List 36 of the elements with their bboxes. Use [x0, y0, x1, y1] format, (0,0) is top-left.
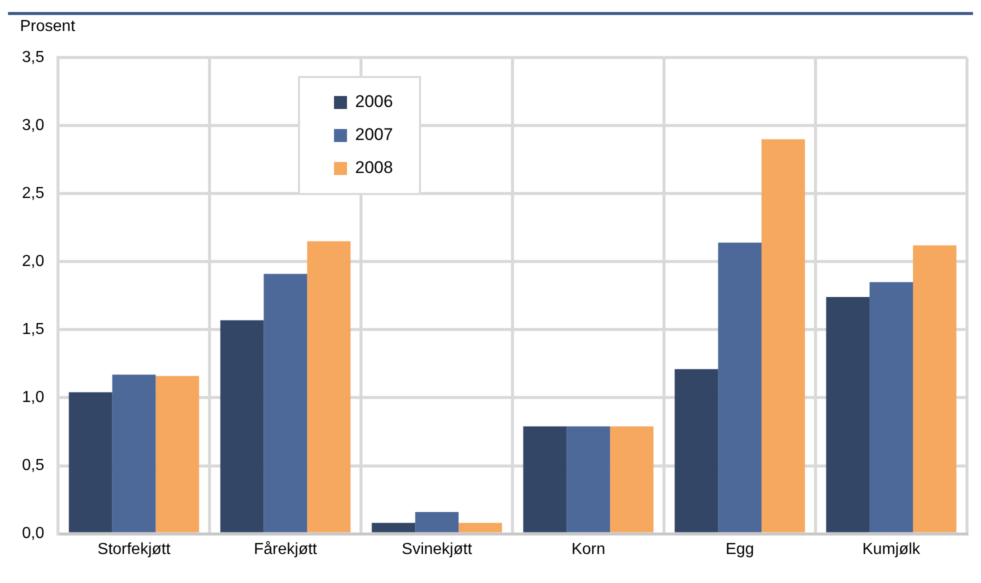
y-axis-title: Prosent: [20, 18, 76, 36]
legend-label: 2008: [355, 158, 393, 178]
legend-label: 2007: [355, 125, 393, 146]
bar: [523, 426, 567, 532]
bar: [264, 274, 308, 532]
x-tick-label: Storfekjøtt: [98, 540, 171, 558]
x-tick-label: Kumjølk: [862, 540, 922, 558]
x-tick-label: Fårekjøtt: [254, 540, 318, 558]
bar: [912, 245, 956, 532]
bar: [156, 376, 200, 532]
y-tick-label: 2,5: [22, 185, 44, 202]
y-tick-label: 3,0: [22, 117, 44, 134]
y-tick-label: 0,5: [22, 457, 44, 474]
bar: [372, 522, 416, 532]
bar: [718, 242, 762, 532]
bar: [762, 139, 805, 532]
legend-label: 2006: [355, 92, 393, 112]
y-tick-label: 1,5: [22, 321, 44, 338]
bar: [68, 392, 112, 532]
x-tick-label: Korn: [571, 540, 606, 558]
y-tick-label: 1,0: [22, 389, 44, 406]
bar: [674, 369, 718, 532]
y-tick-label: 0,0: [22, 525, 44, 542]
bar: [112, 374, 156, 532]
y-tick-label: 2,0: [22, 253, 44, 270]
x-tick-label: Egg: [726, 540, 754, 558]
bar: [415, 512, 459, 532]
bar: [307, 241, 351, 532]
bar: [870, 282, 913, 532]
bar: [458, 522, 502, 532]
bar: [610, 426, 654, 532]
bar: [220, 320, 264, 532]
x-tick-label: Svinekjøtt: [402, 540, 473, 558]
bar: [566, 426, 610, 532]
bar: [826, 297, 870, 532]
y-tick-label: 3,5: [22, 49, 44, 66]
